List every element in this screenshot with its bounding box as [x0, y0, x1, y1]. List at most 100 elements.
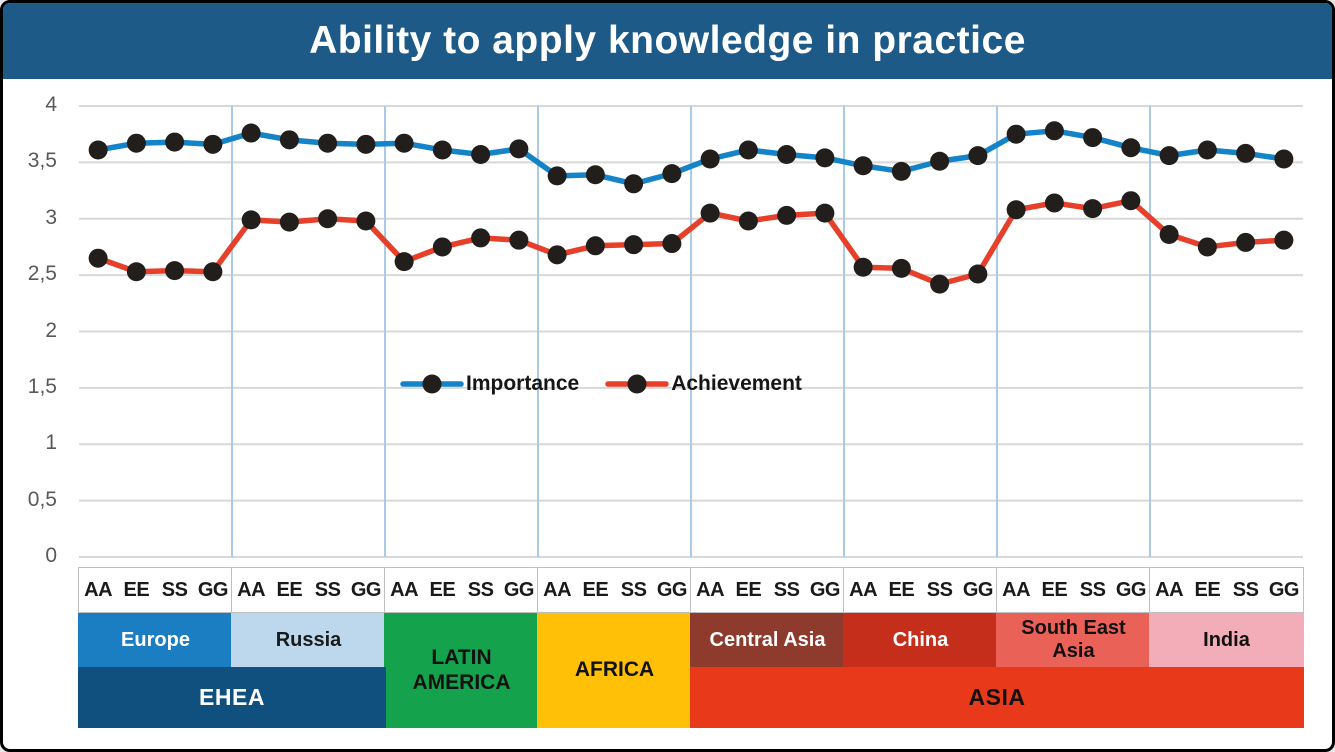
x-tick-label: EE: [1041, 578, 1068, 601]
series-importance-point: [241, 123, 261, 143]
series-achievement-point: [203, 262, 223, 282]
series-importance-point: [777, 144, 797, 164]
series-achievement-point: [815, 203, 835, 223]
x-tick-label: SS: [773, 578, 800, 601]
series-achievement-point: [394, 252, 414, 272]
series-achievement-point: [1121, 191, 1141, 211]
series-achievement-point: [432, 237, 452, 257]
series-achievement-point: [891, 258, 911, 278]
series-importance-point: [279, 130, 299, 150]
series-achievement-point: [1159, 225, 1179, 245]
series-importance-point: [930, 151, 950, 171]
series-achievement-point: [777, 205, 797, 225]
series-achievement-point: [662, 234, 682, 254]
x-tick-label: EE: [582, 578, 609, 601]
x-tick-label: EE: [1194, 578, 1221, 601]
series-achievement-point: [356, 211, 376, 231]
x-tick-label: AA: [84, 578, 113, 601]
x-tick-label: AA: [849, 578, 878, 601]
legend-item-achievement: Achievement: [605, 372, 802, 396]
x-tick-label: AA: [390, 578, 419, 601]
chart-title: Ability to apply knowledge in practice: [309, 19, 1026, 62]
series-importance-point: [356, 134, 376, 154]
continent-band-asia: ASIA: [690, 667, 1304, 728]
x-group-cell-russia: AA EE SS GG: [231, 567, 386, 613]
y-axis-tick-label: 0,5: [27, 487, 57, 511]
series-importance-point: [318, 133, 338, 153]
series-importance-point: [126, 133, 146, 153]
series-achievement-point: [1236, 232, 1256, 252]
series-importance-point: [815, 148, 835, 168]
series-importance-point: [203, 134, 223, 154]
series-achievement-point: [88, 248, 108, 268]
series-importance-point: [853, 156, 873, 176]
x-group-cell-latin-america: AA EE SS GG: [384, 567, 539, 613]
series-achievement-point: [1006, 200, 1026, 220]
series-importance-point: [1121, 138, 1141, 158]
x-tick-label: GG: [503, 578, 535, 601]
series-achievement-point: [1197, 237, 1217, 257]
region-band-india: India: [1149, 613, 1304, 667]
x-tick-label: GG: [809, 578, 841, 601]
x-tick-label: GG: [350, 578, 382, 601]
series-achievement-point: [126, 262, 146, 282]
legend: Importance Achievement: [400, 372, 828, 396]
y-axis-tick-label: 1: [45, 431, 57, 455]
series-importance-point: [471, 144, 491, 164]
x-tick-label: SS: [314, 578, 341, 601]
series-achievement-point: [318, 209, 338, 229]
legend-item-importance: Importance: [400, 372, 579, 396]
series-importance-point: [700, 149, 720, 169]
series-importance-point: [624, 174, 644, 194]
series-achievement-point: [585, 236, 605, 256]
series-achievement-point: [738, 211, 758, 231]
series-importance-point: [165, 132, 185, 152]
y-axis-tick-label: 2,5: [27, 262, 57, 286]
x-tick-label: SS: [620, 578, 647, 601]
series-achievement-point: [1083, 199, 1103, 219]
x-tick-label: SS: [1232, 578, 1259, 601]
x-tick-label: EE: [429, 578, 456, 601]
series-achievement-point: [547, 245, 567, 265]
series-achievement-point: [968, 264, 988, 284]
chart-title-bar: Ability to apply knowledge in practice: [3, 3, 1332, 79]
x-tick-label: AA: [696, 578, 725, 601]
series-importance-point: [968, 146, 988, 166]
series-importance-point: [585, 165, 605, 185]
x-tick-label: AA: [237, 578, 266, 601]
series-achievement-point: [471, 228, 491, 248]
x-group-cell-south-east-asia: AA EE SS GG: [996, 567, 1151, 613]
region-band-africa: AFRICA: [537, 613, 692, 728]
series-importance-point: [1006, 124, 1026, 144]
y-axis-tick-label: 3: [45, 205, 57, 229]
x-tick-label: AA: [1002, 578, 1031, 601]
series-importance-point: [891, 161, 911, 181]
x-group-cell-africa: AA EE SS GG: [537, 567, 692, 613]
x-tick-label: GG: [197, 578, 229, 601]
x-tick-label: AA: [543, 578, 572, 601]
continent-band-ehea: EHEA: [78, 667, 386, 728]
x-tick-label: EE: [276, 578, 303, 601]
x-tick-label: EE: [888, 578, 915, 601]
x-tick-label: GG: [656, 578, 688, 601]
legend-marker-importance: [400, 374, 464, 394]
x-tick-label: GG: [1268, 578, 1300, 601]
region-band-south-east-asia: South East Asia: [996, 613, 1151, 667]
y-axis-tick-label: 2: [45, 318, 57, 342]
series-importance-point: [1197, 140, 1217, 160]
series-importance-point: [1159, 146, 1179, 166]
x-tick-label: SS: [467, 578, 494, 601]
series-achievement-point: [930, 274, 950, 294]
legend-label-achievement: Achievement: [671, 372, 802, 395]
legend-dot: [422, 374, 442, 394]
x-tick-label: SS: [926, 578, 953, 601]
series-importance-point: [394, 133, 414, 153]
region-band-china: China: [843, 613, 998, 667]
series-importance-point: [547, 166, 567, 186]
x-tick-label: SS: [161, 578, 188, 601]
x-tick-label: EE: [123, 578, 150, 601]
series-achievement-point: [1274, 230, 1294, 250]
series-importance-point: [432, 140, 452, 160]
x-tick-label: SS: [1079, 578, 1106, 601]
series-importance-point: [662, 164, 682, 184]
